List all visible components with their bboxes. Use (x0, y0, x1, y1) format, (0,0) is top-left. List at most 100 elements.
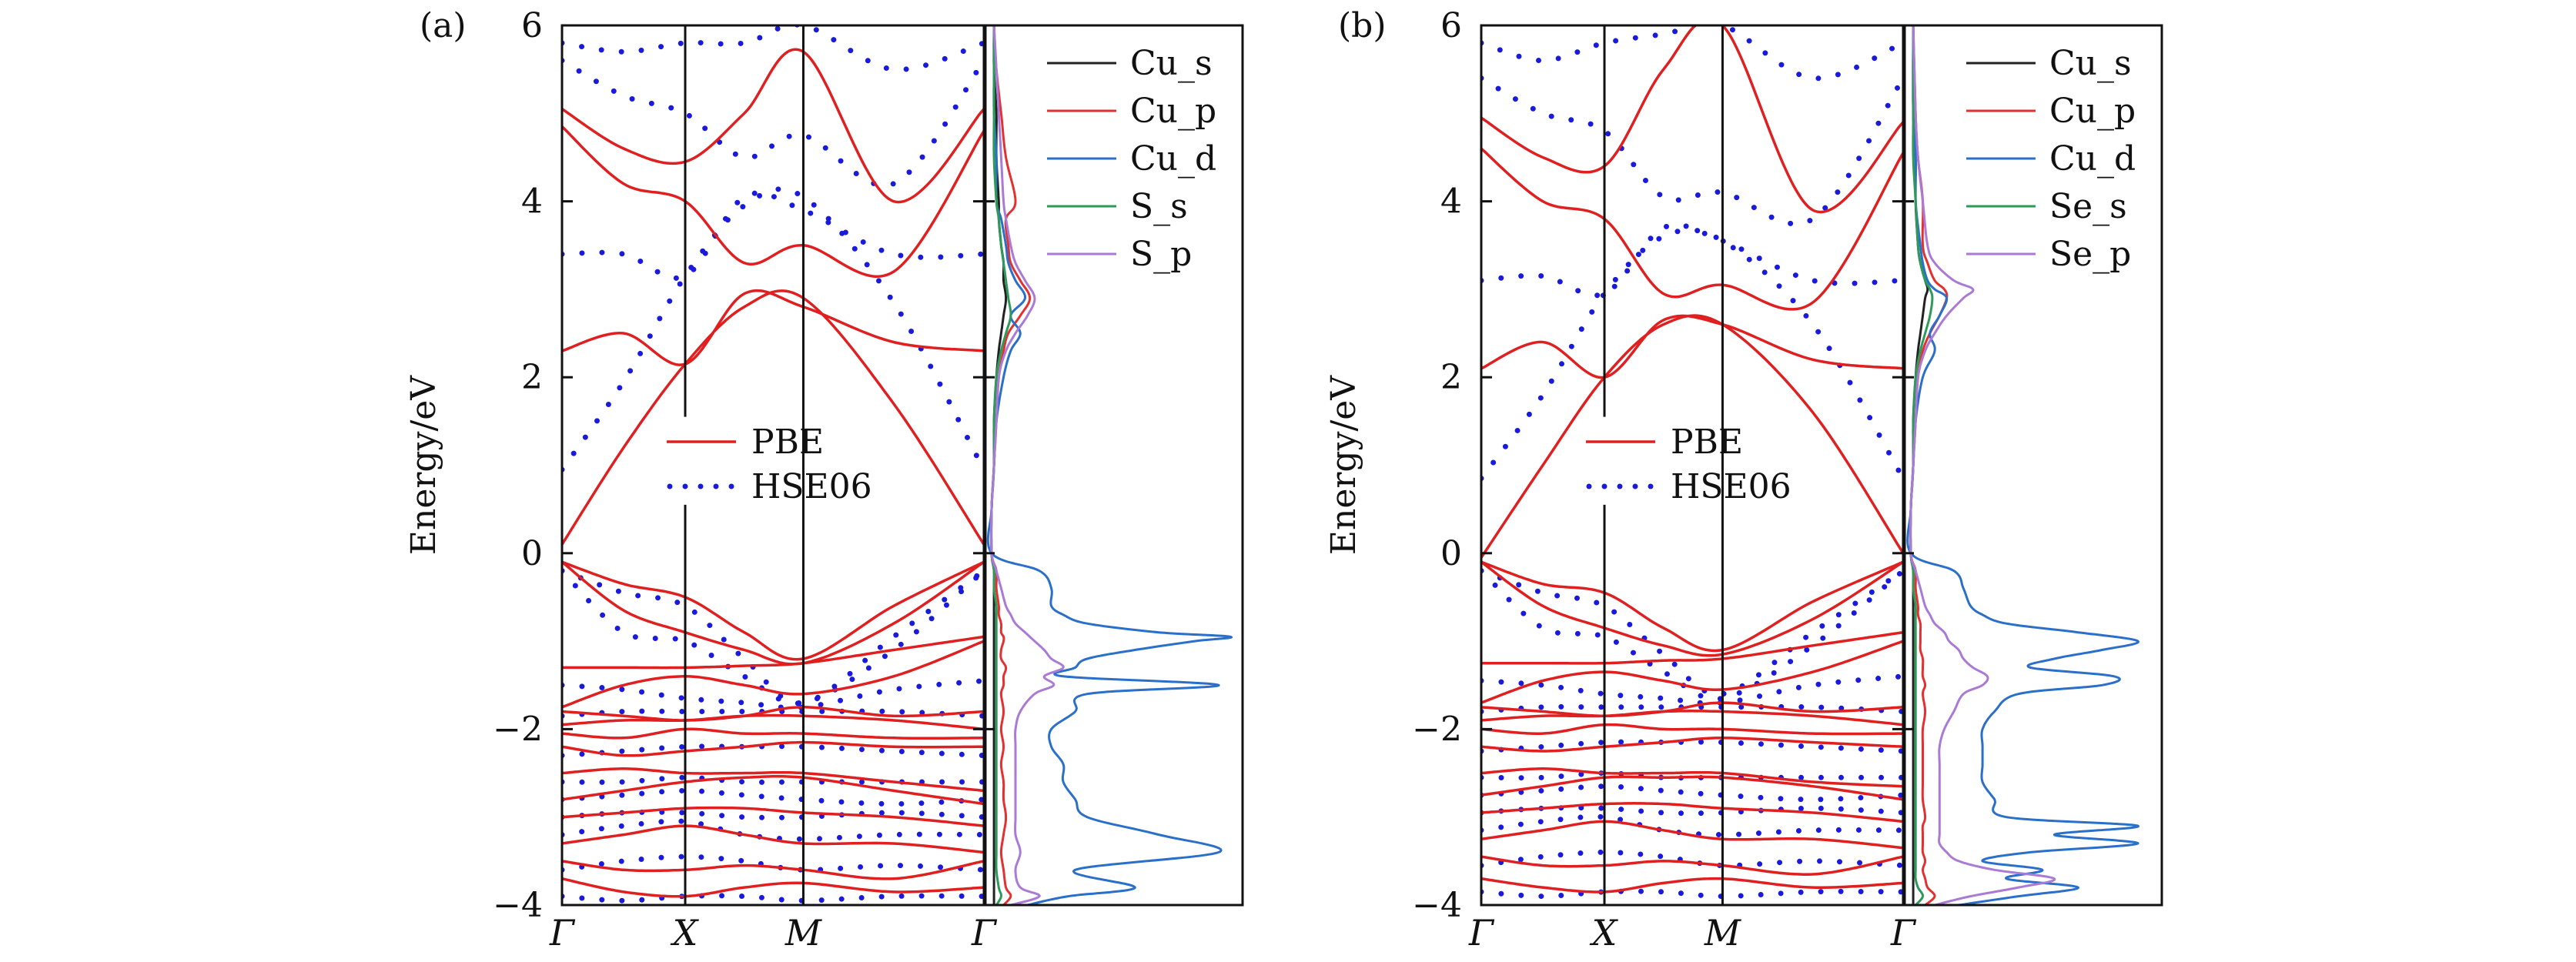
hse06-band-2 (562, 58, 984, 189)
hse06-band-14 (562, 893, 984, 904)
pbe-band-16 (1481, 855, 1903, 876)
hse06-band-10 (562, 787, 984, 807)
pbe-band-9 (562, 713, 984, 731)
pdos-curve-s-p (989, 25, 1065, 905)
pbe-band-4 (1481, 560, 1903, 653)
legend-label-pbe: PBE (1671, 423, 1743, 462)
y-tick-label: 0 (521, 534, 543, 573)
hse06-band-7 (562, 708, 984, 719)
pdos-legend: Cu_s Cu_p Cu_d S_s S_p (1047, 44, 1216, 274)
hse06-band-9 (562, 774, 984, 785)
pbe-band-7 (562, 640, 984, 709)
y-tick-label: 4 (521, 182, 543, 222)
y-tick-label: 2 (1440, 358, 1462, 397)
band-panel-frame (560, 24, 985, 907)
pbe-band-1 (1481, 314, 1903, 379)
y-tick-label: −4 (1412, 886, 1462, 925)
band-lines (1481, 25, 1903, 900)
kpoint-label: M (1704, 912, 1742, 954)
y-tick-label: −2 (1412, 710, 1462, 749)
band-legend: PBE HSE06 (1586, 423, 1791, 506)
pdos-panel-frame (1903, 24, 2163, 907)
pbe-band-2 (1481, 147, 1903, 311)
pbe-band-3 (1481, 25, 1903, 214)
hse06-band-13 (1481, 849, 1903, 869)
hse06-band-12 (1481, 813, 1903, 838)
hse06-band-14 (1481, 888, 1903, 900)
pbe-band-7 (1481, 640, 1903, 704)
legend-label-hse06: HSE06 (1671, 467, 1791, 506)
hse06-band-1 (562, 190, 984, 281)
y-tick-label: 6 (1440, 6, 1462, 45)
legend-label-cu-p: Cu_p (2049, 92, 2136, 131)
kpoint-label: Γ (1890, 912, 1917, 954)
panel-b: −4 −2 0 2 4 6 Γ X M Γ Energy/eV (b) PBE HSE06 Cu_s Cu_p… (1324, 6, 2163, 954)
pbe-band-17 (562, 877, 984, 898)
pdos-curves (1906, 25, 2140, 905)
hse06-band-13 (562, 853, 984, 873)
legend-label-cu-s: Cu_s (1130, 44, 1213, 83)
legend-label-cu-d: Cu_d (2049, 139, 2136, 179)
pbe-band-11 (562, 740, 984, 757)
hse06-band-12 (562, 818, 984, 842)
legend-label-cu-p: Cu_p (1130, 92, 1216, 131)
legend-label-se-p: Se_p (2049, 235, 2131, 274)
pdos-curve-se-p (1909, 25, 2056, 905)
pdos-curves (986, 25, 1233, 905)
hse06-band-3 (562, 25, 984, 72)
band-lines (562, 25, 984, 904)
kpoint-label: X (671, 912, 700, 954)
pdos-panel-frame (984, 24, 1244, 907)
pbe-band-10 (1481, 723, 1903, 736)
legend-label-cu-s: Cu_s (2049, 44, 2132, 83)
hse06-band-5 (562, 568, 984, 706)
pbe-band-0 (562, 289, 984, 546)
legend-label-s-s: S_s (1130, 187, 1188, 226)
pbe-band-5 (562, 560, 984, 666)
kpoint-label: X (1590, 912, 1619, 954)
y-tick-label: 6 (521, 6, 543, 45)
legend-label-hse06: HSE06 (751, 467, 872, 506)
kpoint-label: M (785, 912, 823, 954)
panel-label: (a) (420, 6, 467, 45)
panel-a: −4 −2 0 2 4 6 Γ X M Γ Energy/eV (a) PBE HSE06 Cu_s Cu_p… (404, 6, 1244, 954)
pbe-band-14 (562, 806, 984, 827)
hse06-band-7 (1481, 703, 1903, 714)
hse06-band-0 (562, 186, 984, 473)
legend-label-se-s: Se_s (2049, 187, 2127, 226)
y-axis-label: Energy/eV (1324, 375, 1363, 555)
pbe-band-11 (1481, 737, 1903, 753)
pbe-band-4 (562, 560, 984, 661)
hse06-band-10 (1481, 783, 1903, 803)
hse06-band-1 (1481, 222, 1903, 299)
kpoint-label: Γ (971, 912, 998, 954)
pbe-band-15 (1481, 820, 1903, 850)
pdos-curve-s-s (990, 25, 1012, 905)
legend-label-pbe: PBE (751, 423, 824, 462)
pdos-curve-cu-p (1909, 25, 1949, 905)
pbe-band-0 (1481, 314, 1903, 559)
pbe-band-17 (1481, 877, 1903, 894)
hse06-band-6 (1481, 673, 1903, 706)
pbe-band-5 (1481, 560, 1903, 657)
pbe-band-6 (562, 635, 984, 670)
pbe-band-1 (562, 289, 984, 366)
y-axis-label: Energy/eV (404, 375, 443, 555)
pbe-band-16 (562, 860, 984, 880)
pdos-curve-cu-s (1909, 25, 1929, 905)
y-tick-label: −4 (493, 886, 543, 925)
pbe-band-2 (562, 125, 984, 279)
pbe-band-9 (1481, 710, 1903, 727)
band-panel-frame (1480, 24, 1905, 907)
hse06-band-6 (562, 678, 984, 711)
kpoint-label: Γ (1468, 912, 1495, 954)
y-tick-label: 4 (1440, 182, 1462, 222)
pbe-band-12 (1481, 767, 1903, 788)
y-tick-label: 0 (1440, 534, 1462, 573)
pdos-legend: Cu_s Cu_p Cu_d Se_s Se_p (1966, 44, 2136, 274)
pdos-curve-se-s (1909, 25, 1934, 905)
y-tick-label: 2 (521, 358, 543, 397)
pbe-band-12 (562, 767, 984, 793)
pdos-curve-cu-d (986, 25, 1233, 905)
